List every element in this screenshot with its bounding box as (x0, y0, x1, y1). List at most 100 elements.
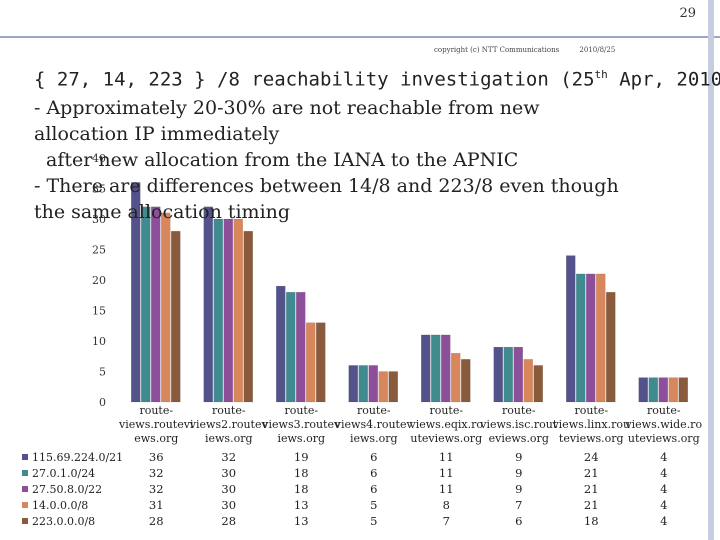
table-cell-value: 6 (370, 450, 377, 464)
bar (513, 346, 523, 403)
bar (243, 230, 253, 403)
x-category-label: iews.org (277, 432, 325, 445)
x-category-label: route- (429, 404, 463, 417)
bar (658, 377, 668, 403)
x-category-label: uteviews.org (410, 432, 482, 445)
body-line-2: allocation IP immediately (34, 123, 280, 145)
slide-title: { 27, 14, 223 } /8 reachability investig… (34, 68, 720, 90)
bar (431, 334, 441, 403)
table-cell-value: 7 (443, 514, 450, 528)
legend-key (22, 470, 28, 476)
table-cell-value: 11 (439, 450, 454, 464)
legend-label: 14.0.0.0/8 (32, 499, 88, 512)
bar (233, 218, 243, 403)
legend-key (22, 518, 28, 524)
bar (286, 291, 296, 403)
y-tick-label: 35 (92, 183, 106, 196)
bar (368, 365, 378, 403)
table-cell-value: 36 (149, 450, 164, 464)
x-category-label: eviews.org (489, 432, 549, 445)
table-cell-value: 19 (294, 450, 309, 464)
x-category-label: route- (502, 404, 536, 417)
bar (306, 322, 316, 403)
title-prefix: { 27, 14, 223 } /8 reachability investig… (34, 68, 595, 91)
table-cell-value: 4 (660, 482, 667, 496)
table-cell-value: 9 (515, 466, 522, 480)
legend-label: 115.69.224.0/21 (32, 451, 123, 464)
x-category-label: views2.routev (189, 418, 269, 431)
x-category-label: views3.routev (261, 418, 341, 431)
bar (566, 255, 576, 403)
bar (638, 377, 648, 403)
bar (668, 377, 678, 403)
bar (213, 218, 223, 403)
page-number: 29 (679, 6, 696, 21)
x-category-label: iews.org (205, 432, 253, 445)
legend-label: 223.0.0.0/8 (32, 515, 95, 528)
table-cell-value: 32 (221, 450, 236, 464)
bar (596, 273, 606, 403)
x-category-label: views4.routev (334, 418, 414, 431)
bar (203, 206, 213, 403)
x-category-label: route- (212, 404, 246, 417)
bar (421, 334, 431, 403)
y-tick-label: 40 (92, 152, 106, 165)
table-cell-value: 21 (584, 466, 599, 480)
x-category-label: route- (647, 404, 681, 417)
body-line-5: the same allocation timing (34, 201, 291, 223)
table-cell-value: 4 (660, 498, 667, 512)
table-cell-value: 9 (515, 450, 522, 464)
table-cell-value: 11 (439, 466, 454, 480)
table-cell-value: 18 (294, 482, 309, 496)
bar (141, 206, 151, 403)
title-suffix: Apr, 2010) (619, 68, 720, 91)
table-cell-value: 32 (149, 482, 164, 496)
table-cell-value: 6 (515, 514, 522, 528)
bar (678, 377, 688, 403)
x-category-label: views.routevi (118, 418, 194, 431)
bar (503, 346, 513, 403)
bar (533, 365, 543, 403)
y-tick-label: 25 (92, 244, 106, 257)
header-rule (0, 36, 720, 38)
x-category-label: route- (284, 404, 318, 417)
y-tick-label: 10 (92, 335, 106, 348)
legend-key (22, 454, 28, 460)
table-cell-value: 18 (294, 466, 309, 480)
bar (451, 352, 461, 403)
bar (523, 359, 533, 403)
table-cell-value: 5 (370, 514, 377, 528)
table-cell-value: 7 (515, 498, 522, 512)
table-cell-value: 5 (370, 498, 377, 512)
table-cell-value: 21 (584, 498, 599, 512)
bar (276, 285, 286, 403)
bar (296, 291, 306, 403)
table-cell-value: 4 (660, 466, 667, 480)
table-cell-value: 6 (370, 466, 377, 480)
date-text: 2010/8/25 (579, 46, 616, 54)
y-tick-label: 30 (92, 213, 106, 226)
bar (131, 182, 141, 403)
bar (316, 322, 326, 403)
bar (461, 359, 471, 403)
legend-key (22, 502, 28, 508)
table-cell-value: 30 (221, 482, 236, 496)
bar (441, 334, 451, 403)
slide-edge-bar (708, 0, 714, 540)
slide-body: - Approximately 20-30% are not reachable… (34, 95, 694, 225)
bar (576, 273, 586, 403)
copyright-text: copyright (c) NTT Communications (434, 46, 560, 54)
bar (151, 206, 161, 403)
legend-label: 27.50.8.0/22 (32, 483, 102, 496)
table-cell-value: 24 (584, 450, 599, 464)
bar (606, 291, 616, 403)
bar (348, 365, 358, 403)
table-cell-value: 13 (294, 498, 309, 512)
table-cell-value: 13 (294, 514, 309, 528)
bar (493, 346, 503, 403)
table-cell-value: 31 (149, 498, 164, 512)
y-tick-label: 5 (99, 366, 106, 379)
bar (648, 377, 658, 403)
copyright-note: copyright (c) NTT Communications 2010/8/… (434, 46, 633, 54)
body-line-3: after new allocation from the IANA to th… (46, 149, 519, 171)
